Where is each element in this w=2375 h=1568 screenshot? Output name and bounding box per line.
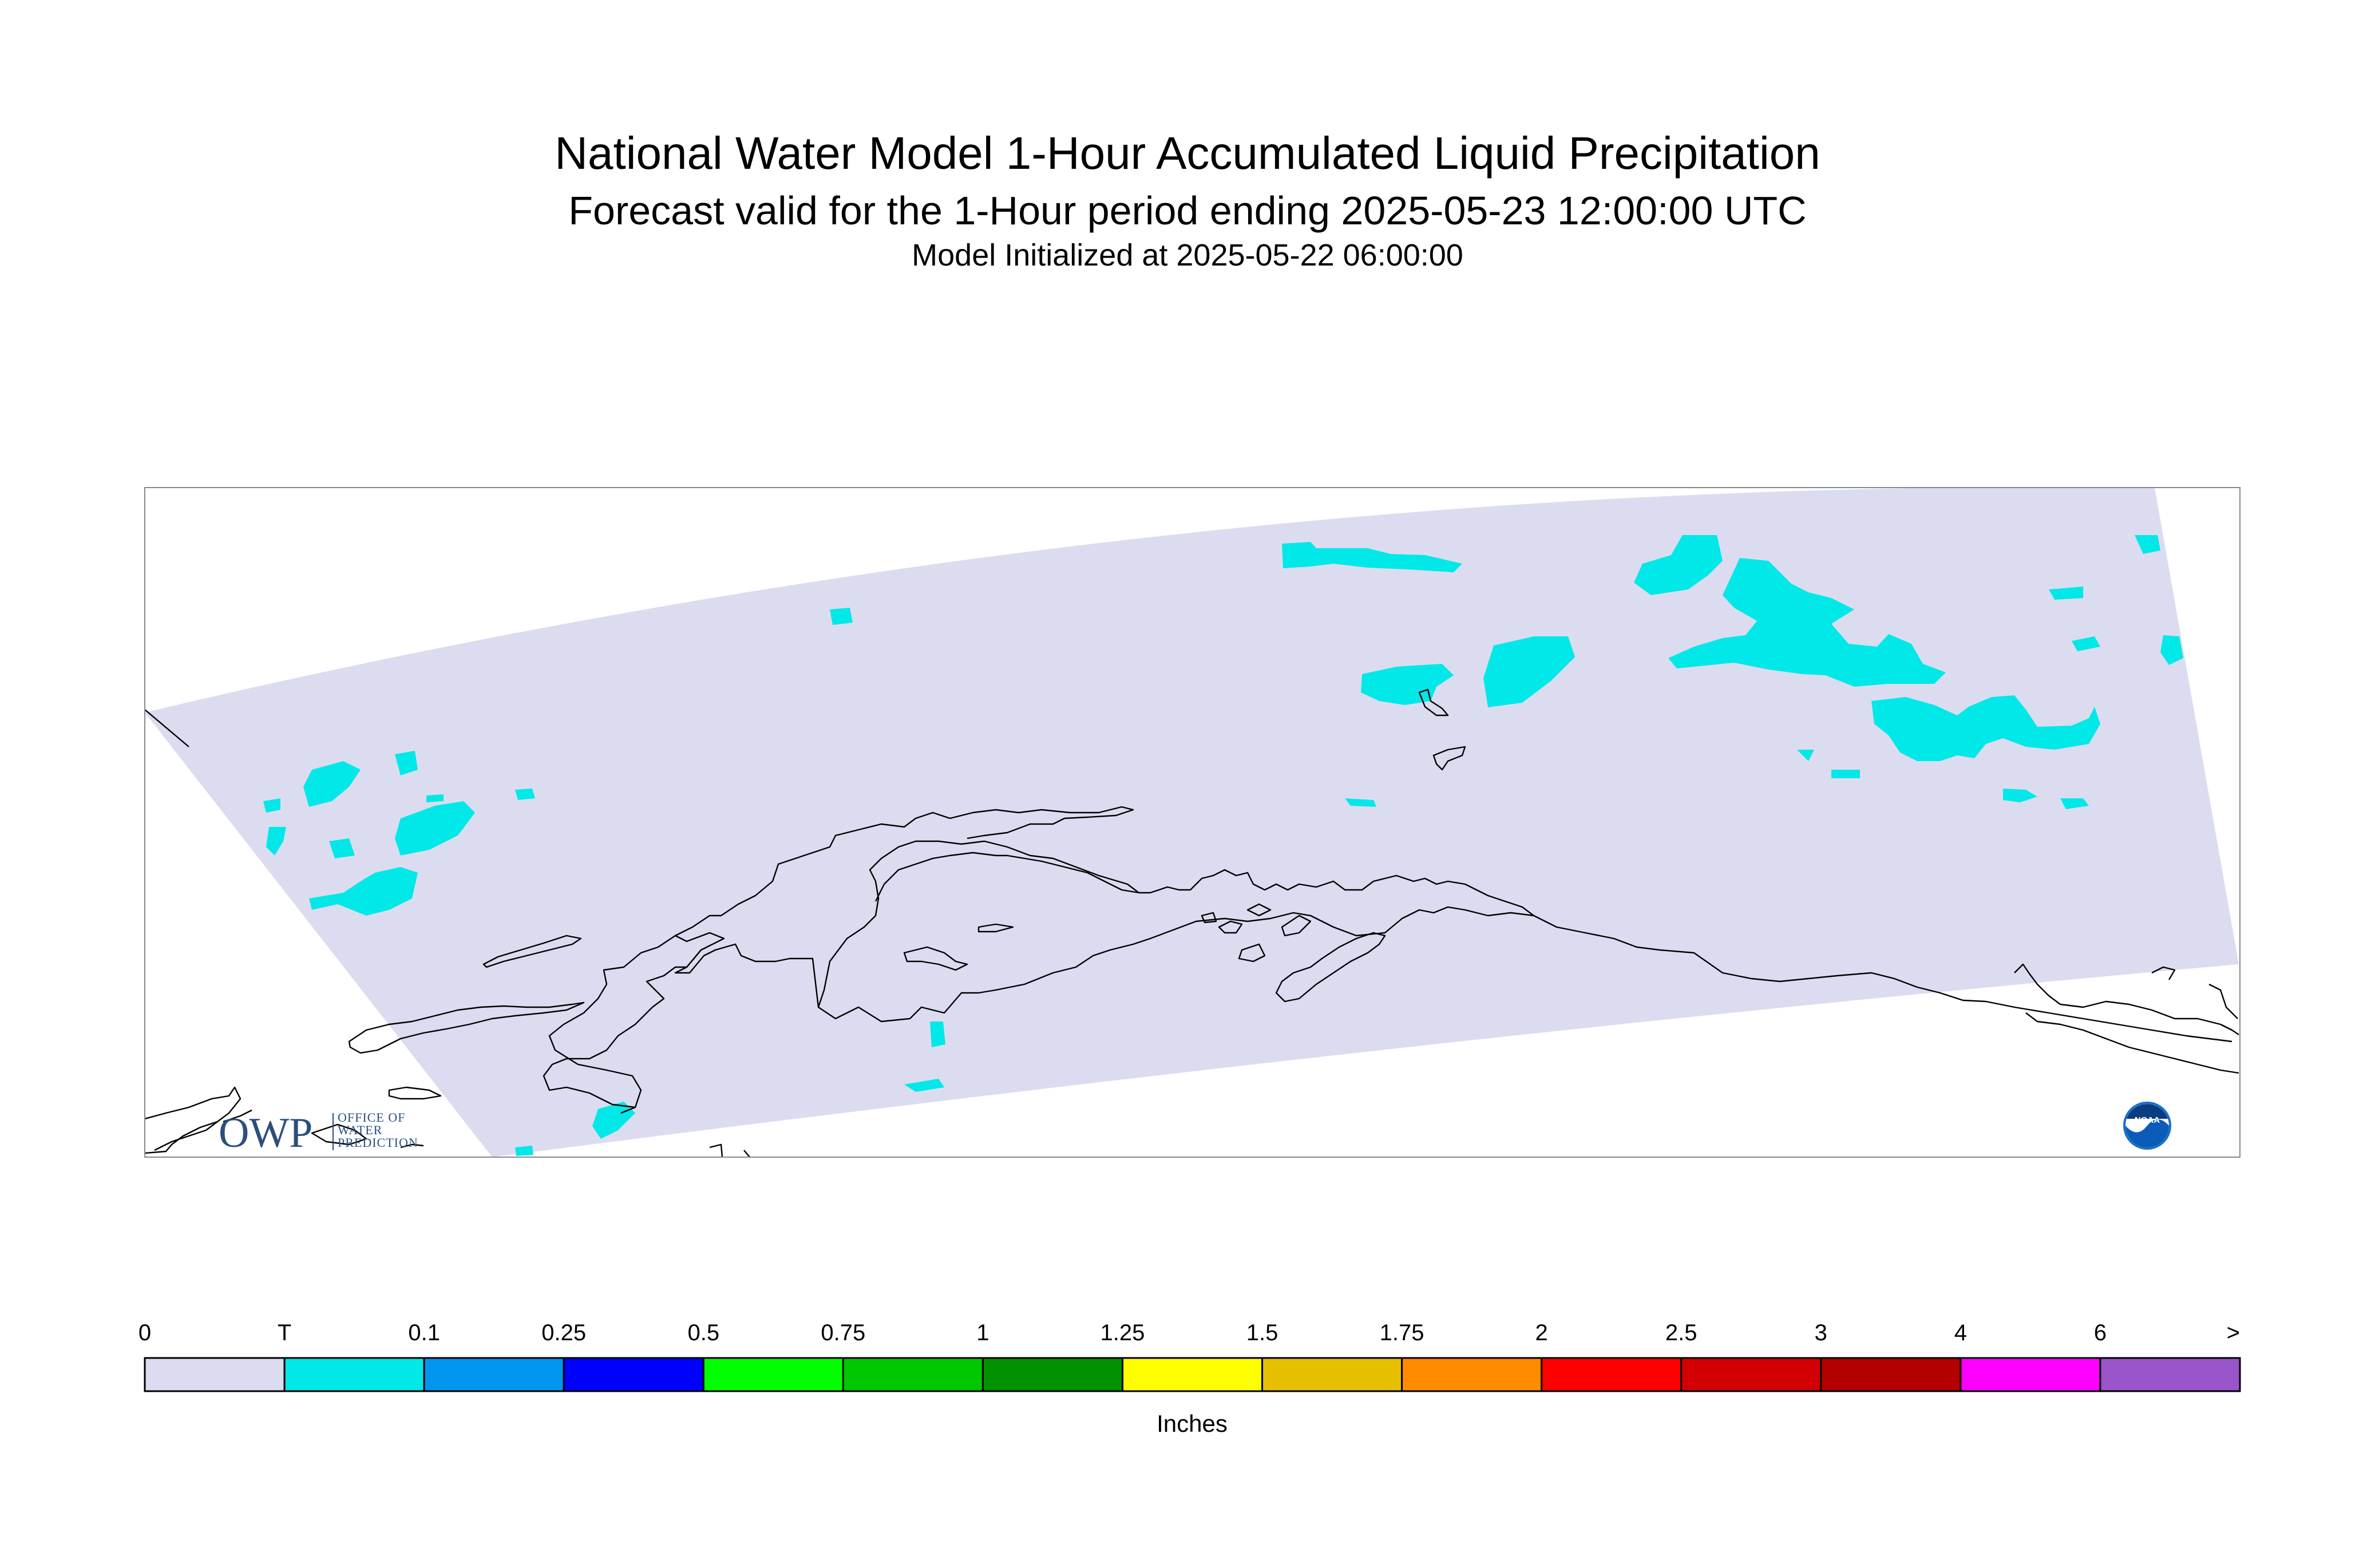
precip-area — [303, 761, 361, 807]
precip-trace-areas — [263, 535, 2183, 1156]
noaa-logo-icon: NOAA — [2123, 1102, 2171, 1150]
precip-area — [426, 794, 444, 802]
legend-tick-label: 0.25 — [541, 1320, 586, 1345]
precip-area — [266, 827, 286, 856]
legend-tick-label: 2.5 — [1665, 1320, 1697, 1345]
precip-area — [515, 789, 535, 800]
southeast-alaska-coast-lower — [2025, 1012, 2239, 1074]
precip-area — [263, 798, 280, 813]
legend-tick-label: > — [2227, 1320, 2240, 1345]
legend-tick-label: 0.75 — [821, 1320, 865, 1345]
legend-tick-label: 1.75 — [1380, 1320, 1424, 1345]
st-lawrence-island — [482, 935, 582, 968]
precip-area — [329, 838, 355, 858]
legend-color-box — [1261, 1357, 1403, 1392]
precip-area — [2135, 535, 2160, 554]
precip-area — [1282, 542, 1462, 572]
legend-color-box — [2099, 1357, 2241, 1392]
nunivak-island — [903, 946, 968, 971]
legend-tick-label: 4 — [1954, 1320, 1967, 1345]
legend-tick-label: 0 — [138, 1320, 151, 1345]
precip-area — [1483, 636, 1575, 707]
precip-area — [395, 801, 475, 856]
bering-islands-left — [154, 1109, 750, 1157]
seward-peninsula-coast — [348, 1001, 585, 1054]
owp-logo-line3: PREDICTION — [338, 1135, 418, 1150]
legend-color-box — [842, 1357, 984, 1392]
legend-tick-label: 1 — [976, 1320, 989, 1345]
precip-area — [830, 608, 853, 625]
precip-area — [515, 1146, 533, 1156]
map-frame — [144, 487, 2241, 1158]
legend-tick-label: 2 — [1535, 1320, 1548, 1345]
precip-area — [1634, 535, 1723, 595]
legend-tick-label: 0.5 — [687, 1320, 719, 1345]
precip-area — [1797, 750, 1814, 761]
alaska-mainland-coast — [145, 709, 2232, 1114]
legend-tick-labels: 0 T 0.1 0.25 0.5 0.75 1 1.25 1.5 1.75 2 2.5 3 4 6 > — [138, 1320, 2240, 1345]
alaska-peninsula-coast — [1139, 869, 1534, 916]
legend-color-box — [1680, 1357, 1822, 1392]
owp-logo-line2: WATER — [338, 1123, 382, 1137]
legend-color-box — [1401, 1357, 1543, 1392]
precip-area — [395, 751, 418, 775]
legend-color-box — [1820, 1357, 1962, 1392]
legend-tick-label: 1.5 — [1246, 1320, 1278, 1345]
legend-color-bar — [144, 1357, 2241, 1392]
map-title: National Water Model 1-Hour Accumulated … — [555, 128, 1820, 179]
precip-area — [1871, 695, 2100, 761]
legend-tick-label: 6 — [2094, 1320, 2107, 1345]
lake-and-small-island-outlines — [977, 688, 1466, 933]
precip-area — [930, 1021, 945, 1047]
legend-tick-label: 0.1 — [408, 1320, 440, 1345]
legend-color-box — [981, 1357, 1123, 1392]
legend-color-box — [283, 1357, 425, 1392]
precip-area — [1345, 798, 1376, 807]
coastline-outlines — [145, 688, 2239, 1157]
forecast-valid-subtitle: Forecast valid for the 1-Hour period end… — [568, 188, 1807, 233]
alaska-interior-coast — [817, 840, 1140, 1008]
kodiak-island — [1275, 932, 1386, 1003]
alaska-west-coast — [543, 806, 1134, 1108]
precip-area — [1361, 664, 1454, 705]
owp-logo: OWP OFFICE OF WATER PREDICTION — [219, 1110, 418, 1157]
precip-area — [1668, 558, 1946, 687]
legend-color-box — [563, 1357, 704, 1392]
precip-area — [2003, 789, 2037, 802]
precip-area — [2049, 587, 2083, 600]
legend-color-box — [1121, 1357, 1264, 1392]
chukotka-coast — [145, 1086, 242, 1154]
legend-color-box — [702, 1357, 844, 1392]
noaa-logo-text: NOAA — [2135, 1115, 2160, 1125]
precip-area — [309, 867, 418, 916]
model-initialized-subtitle: Model Initialized at 2025-05-22 06:00:00 — [912, 238, 1463, 272]
alaska-peninsula-islands — [1201, 903, 1312, 963]
southeast-alaska-coast — [2014, 963, 2238, 1031]
precip-area — [904, 1079, 944, 1092]
precip-area — [2060, 798, 2089, 809]
owp-logo-letters: OWP — [219, 1110, 312, 1157]
precip-area — [2160, 635, 2183, 665]
precip-area — [1831, 770, 1860, 778]
legend-color-box — [423, 1357, 565, 1392]
legend-color-box — [1541, 1357, 1683, 1392]
legend-unit-label: Inches — [1157, 1410, 1228, 1437]
legend-tick-label: 1.25 — [1101, 1320, 1145, 1345]
owp-logo-line1: OFFICE OF — [338, 1110, 405, 1124]
legend-tick-label: 3 — [1815, 1320, 1827, 1345]
legend-color-box — [144, 1357, 286, 1392]
precip-area — [2072, 636, 2100, 651]
legend-tick-label: T — [278, 1320, 291, 1345]
islands-west — [311, 1086, 442, 1146]
legend-color-box — [1960, 1357, 2101, 1392]
